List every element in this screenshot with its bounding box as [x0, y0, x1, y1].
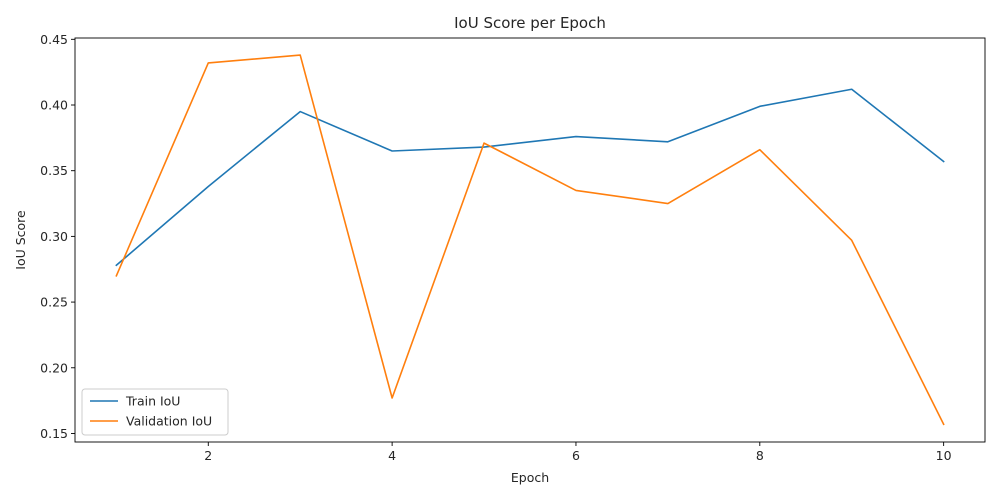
y-tick-label: 0.45	[40, 32, 68, 47]
y-tick-label: 0.20	[40, 360, 68, 375]
y-tick-label: 0.15	[40, 426, 68, 441]
x-tick-label: 4	[388, 448, 396, 463]
legend-entry-label: Validation IoU	[126, 414, 212, 429]
series-line-train-iou	[115, 88, 945, 267]
axes: 2 4 6 8 10 0.15 0.20 0.25 0.30 0.35 0.40 0.45	[40, 32, 986, 463]
y-tick-label: 0.35	[40, 163, 68, 178]
y-tick-label: 0.25	[40, 295, 68, 310]
plot-area	[115, 54, 945, 426]
legend-entry-label: Train IoU	[125, 394, 180, 409]
x-axis-label: Epoch	[511, 470, 549, 485]
y-tick-label: 0.30	[40, 229, 68, 244]
x-tick-label: 2	[204, 448, 212, 463]
x-tick-label: 6	[572, 448, 580, 463]
series-line-validation-iou	[115, 54, 945, 426]
legend: Train IoU Validation IoU	[81, 388, 229, 436]
chart-title: IoU Score per Epoch	[454, 14, 606, 32]
legend-box	[81, 388, 229, 436]
y-tick-label: 0.40	[40, 98, 68, 113]
y-axis-label: IoU Score	[13, 210, 28, 270]
x-tick-label: 8	[756, 448, 764, 463]
axes-frame	[74, 37, 986, 443]
x-tick-label: 10	[936, 448, 952, 463]
